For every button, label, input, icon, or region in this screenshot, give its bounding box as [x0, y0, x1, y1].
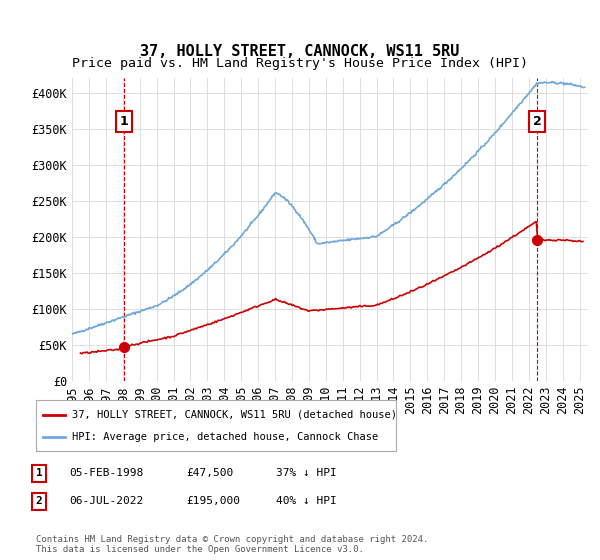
- Text: 06-JUL-2022: 06-JUL-2022: [69, 496, 143, 506]
- Text: Price paid vs. HM Land Registry's House Price Index (HPI): Price paid vs. HM Land Registry's House …: [72, 57, 528, 70]
- Text: Contains HM Land Registry data © Crown copyright and database right 2024.
This d: Contains HM Land Registry data © Crown c…: [36, 535, 428, 554]
- Text: £47,500: £47,500: [186, 468, 233, 478]
- Text: 2: 2: [533, 115, 542, 128]
- Text: 1: 1: [120, 115, 128, 128]
- Text: 37, HOLLY STREET, CANNOCK, WS11 5RU: 37, HOLLY STREET, CANNOCK, WS11 5RU: [140, 44, 460, 59]
- Text: 2: 2: [35, 496, 43, 506]
- Text: 1: 1: [35, 468, 43, 478]
- Text: 40% ↓ HPI: 40% ↓ HPI: [276, 496, 337, 506]
- Text: 37, HOLLY STREET, CANNOCK, WS11 5RU (detached house): 37, HOLLY STREET, CANNOCK, WS11 5RU (det…: [72, 409, 397, 419]
- Text: £195,000: £195,000: [186, 496, 240, 506]
- Text: HPI: Average price, detached house, Cannock Chase: HPI: Average price, detached house, Cann…: [72, 432, 378, 442]
- Text: 37% ↓ HPI: 37% ↓ HPI: [276, 468, 337, 478]
- Text: 05-FEB-1998: 05-FEB-1998: [69, 468, 143, 478]
